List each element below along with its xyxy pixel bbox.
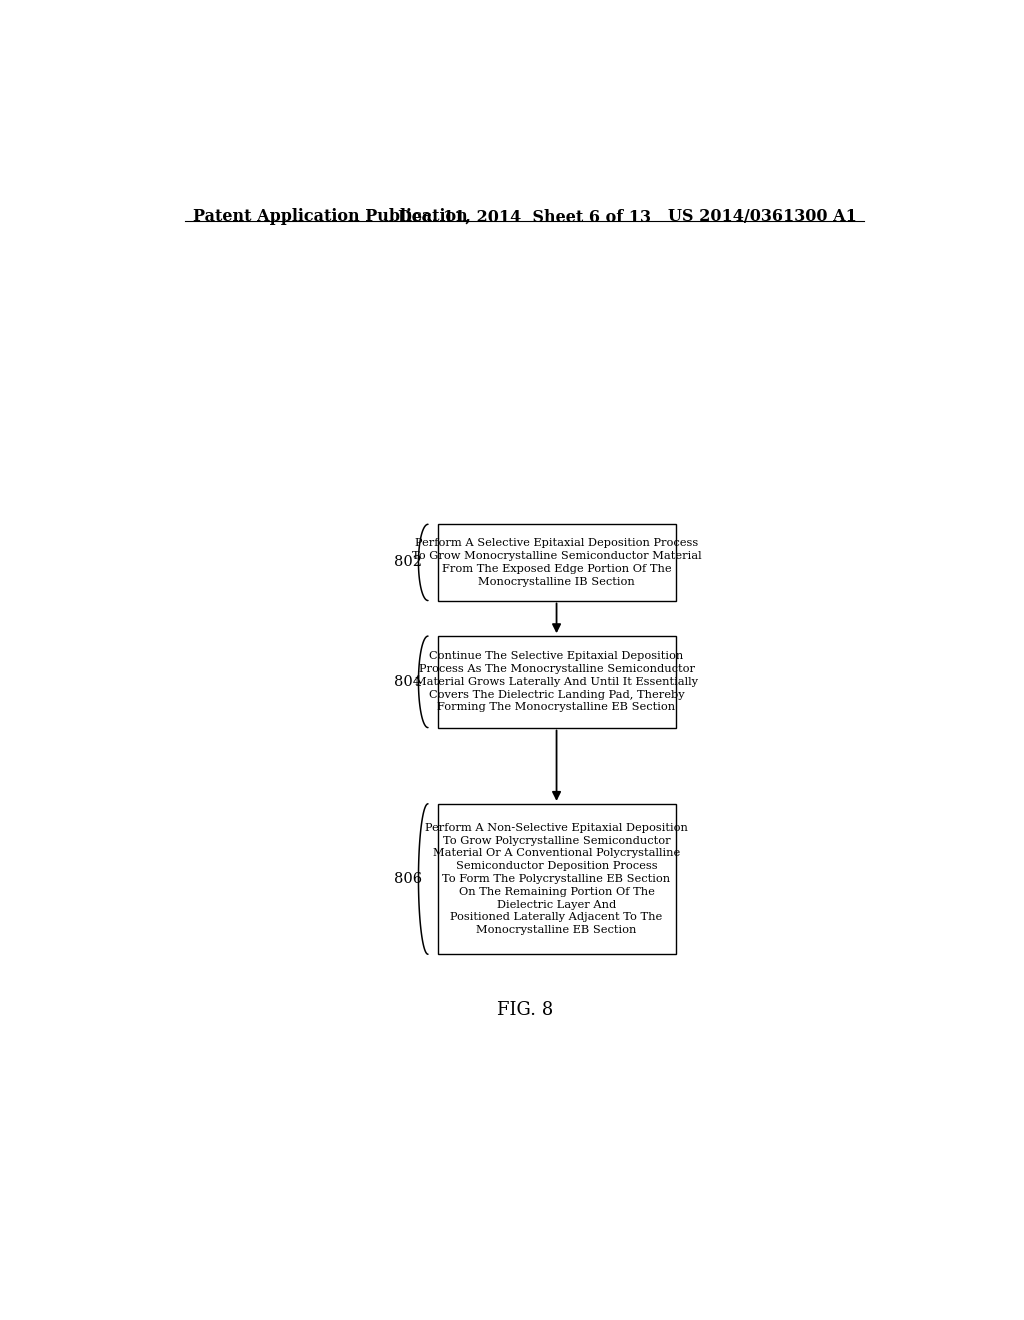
Bar	[437, 524, 676, 601]
Text: 806: 806	[394, 873, 422, 886]
Text: US 2014/0361300 A1: US 2014/0361300 A1	[668, 209, 856, 226]
Text: Perform A Selective Epitaxial Deposition Process
To Grow Monocrystalline Semicon: Perform A Selective Epitaxial Deposition…	[412, 539, 701, 586]
Text: Dec. 11, 2014  Sheet 6 of 13: Dec. 11, 2014 Sheet 6 of 13	[398, 209, 651, 226]
Text: Patent Application Publication: Patent Application Publication	[194, 209, 468, 226]
Bar	[437, 636, 676, 727]
Text: 802: 802	[394, 556, 422, 569]
Text: Continue The Selective Epitaxial Deposition
Process As The Monocrystalline Semic: Continue The Selective Epitaxial Deposit…	[415, 651, 698, 713]
Text: 804: 804	[394, 675, 422, 689]
Text: FIG. 8: FIG. 8	[497, 1001, 553, 1019]
Bar	[437, 804, 676, 954]
Text: Perform A Non-Selective Epitaxial Deposition
To Grow Polycrystalline Semiconduct: Perform A Non-Selective Epitaxial Deposi…	[425, 822, 688, 936]
